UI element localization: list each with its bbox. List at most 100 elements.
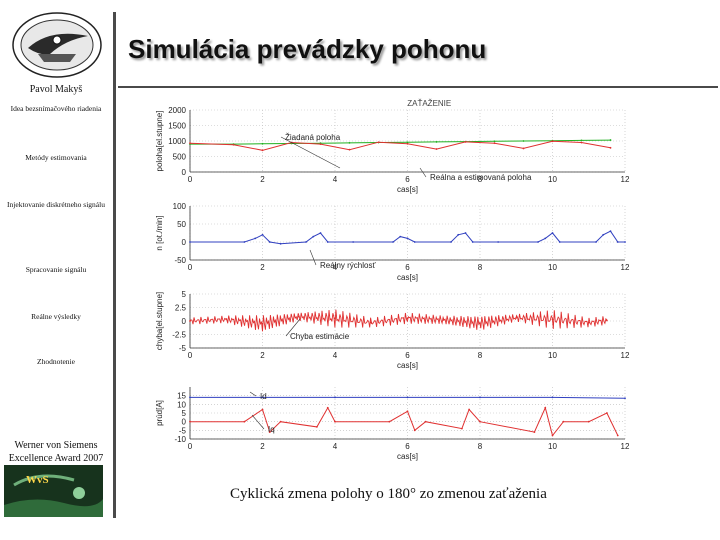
data-point (189, 142, 191, 145)
data-point (348, 141, 351, 144)
y-tick-label: -10 (174, 435, 186, 444)
data-point (406, 317, 409, 320)
y-tick-label: 1500 (168, 122, 186, 131)
x-tick-label: 4 (333, 263, 338, 272)
data-point (562, 420, 565, 423)
series-re-lny-r-chlos- (189, 230, 626, 245)
x-tick-label: 0 (188, 263, 193, 272)
x-tick-label: 8 (478, 263, 483, 272)
data-point (605, 412, 608, 414)
vertical-divider (113, 12, 116, 518)
data-point (515, 316, 518, 319)
series-id (189, 396, 626, 400)
data-point (305, 241, 307, 243)
award-line-2: Excellence Award 2007 (8, 453, 104, 464)
x-tick-label: 4 (333, 442, 338, 451)
data-point (460, 427, 463, 430)
data-point (609, 139, 612, 141)
data-point (406, 237, 409, 240)
data-point (587, 420, 590, 423)
data-point (377, 141, 380, 144)
horizontal-divider (118, 86, 718, 88)
y-tick-label: -2.5 (172, 331, 186, 340)
x-tick-label: 12 (621, 351, 630, 360)
data-point (435, 148, 438, 150)
data-point (605, 319, 608, 322)
data-point (537, 241, 539, 243)
data-point (348, 148, 351, 151)
data-point (497, 241, 500, 243)
data-point (261, 233, 264, 236)
simulation-plots: 0 2 4 6 8 10 120500100015002000cas[s]poloha[el… (155, 99, 630, 461)
y-tick-label: 5 (182, 409, 187, 418)
x-tick-label: 2 (260, 351, 265, 360)
y-tick-label: 15 (177, 392, 186, 401)
sidebar-item-methods[interactable]: Metódy estimovania (25, 153, 87, 162)
x-tick-label: 0 (188, 351, 193, 360)
data-point (464, 141, 467, 143)
y-tick-label: 2000 (168, 106, 186, 115)
data-point (189, 396, 191, 399)
x-tick-label: 8 (478, 175, 483, 184)
x-axis-label: cas[s] (397, 185, 418, 194)
x-tick-label: 6 (405, 175, 410, 184)
annotation-label: Id (260, 392, 267, 401)
series-chyba-estim-cie (189, 309, 608, 332)
y-tick-label: 0 (182, 317, 187, 326)
data-point (457, 233, 460, 236)
data-point (493, 142, 496, 145)
x-tick-label: 8 (478, 351, 483, 360)
data-point (232, 143, 235, 146)
sidebar-item-results[interactable]: Reálne výsledky (31, 312, 81, 321)
y-tick-label: -5 (179, 426, 187, 435)
data-point (279, 242, 282, 245)
x-tick-label: 6 (405, 351, 410, 360)
data-point (261, 408, 264, 411)
data-point (609, 146, 612, 149)
data-point (261, 142, 264, 145)
sidebar-item-injection[interactable]: Injektovanie diskrétneho signálu (7, 200, 105, 209)
y-tick-label: 2.5 (175, 304, 187, 313)
y-tick-label: 5 (182, 290, 187, 299)
data-point (551, 318, 554, 321)
y-tick-label: 0 (182, 168, 187, 177)
data-point (352, 241, 355, 243)
sidebar-item-signal-processing[interactable]: Spracovanie signálu (25, 265, 87, 274)
award-line-1: Werner von Siemens (14, 440, 98, 451)
y-tick-label: -5 (179, 344, 187, 353)
data-point (522, 147, 525, 150)
x-tick-label: 10 (548, 351, 557, 360)
series-iq (189, 406, 619, 437)
data-point (424, 420, 427, 423)
annotation-arrow (285, 318, 301, 337)
x-axis-label: cas[s] (397, 361, 418, 370)
y-tick-label: 1000 (168, 137, 186, 146)
annotation-arrow (309, 249, 317, 266)
slide-title: Simulácia prevádzky pohonu (128, 34, 487, 64)
data-point (326, 241, 329, 243)
y-tick-label: 50 (177, 220, 186, 229)
data-point (479, 322, 481, 325)
x-tick-label: 0 (188, 442, 193, 451)
data-point (315, 425, 318, 428)
data-point (544, 406, 547, 409)
x-tick-label: 8 (478, 442, 483, 451)
data-point (261, 396, 264, 399)
sidebar-item-conclusion[interactable]: Zhodnotenie (37, 357, 75, 366)
data-point (406, 142, 409, 145)
data-point (406, 410, 409, 413)
university-logo (12, 12, 102, 78)
data-point (334, 396, 336, 399)
y-tick-label: 10 (177, 400, 186, 409)
sidebar-item-idea[interactable]: Idea bezsnímačového riadenia (10, 104, 102, 113)
x-tick-label: 0 (188, 175, 193, 184)
data-point (334, 420, 336, 423)
data-point (493, 140, 496, 143)
y-axis-label: poloha[el.stupne] (155, 111, 164, 172)
data-point (370, 321, 373, 324)
annotation-arrow (419, 167, 427, 178)
y-axis-label: n [ot./min] (155, 215, 164, 250)
data-point (522, 140, 525, 142)
